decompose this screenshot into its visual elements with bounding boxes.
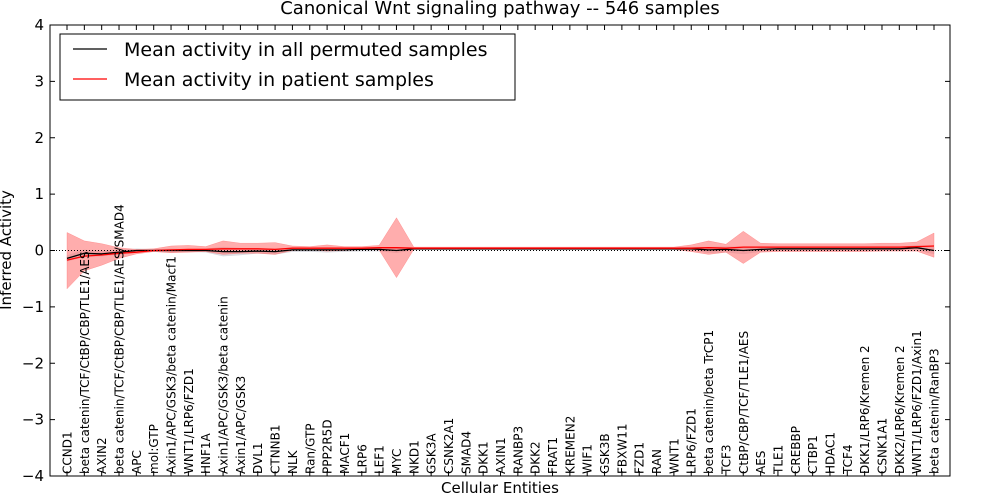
x-tick-label: Axin1/APC/GSK3/beta catenin/Macf1 xyxy=(165,256,179,474)
y-tick-label: −1 xyxy=(22,298,44,316)
x-tick-label: beta catenin/TCF/CtBP/CBP/TLE1/AES/SMAD4 xyxy=(113,204,127,474)
x-tick-label: Axin1/APC/GSK3 xyxy=(234,376,248,474)
x-tick-label: Axin1/APC/GSK3/beta catenin xyxy=(217,296,231,474)
x-axis-title: Cellular Entities xyxy=(441,479,559,497)
y-axis-title: Inferred Activity xyxy=(0,190,15,310)
y-tick-label: −4 xyxy=(22,467,44,485)
x-tick-label: LRP6 xyxy=(355,444,369,474)
x-tick-label: CSNK2A1 xyxy=(442,418,456,474)
x-tick-label: APC xyxy=(130,450,144,474)
x-tick-label: AXIN2 xyxy=(95,437,109,474)
x-tick-label: DKK1 xyxy=(477,441,491,474)
y-tick-label: −2 xyxy=(22,354,44,372)
band-patient xyxy=(66,217,935,290)
x-tick-label: Ran/GTP xyxy=(303,423,317,474)
plot-frame xyxy=(49,24,951,477)
x-tick-label: WNT1/LRP6/FZD1 xyxy=(182,368,196,474)
x-tick-label: TCF4 xyxy=(841,444,855,475)
y-tick-label: 1 xyxy=(34,185,44,203)
x-tick-label: NKD1 xyxy=(407,440,421,474)
x-tick-label: RAN xyxy=(650,449,664,474)
x-tick-label: DVL1 xyxy=(251,442,265,474)
x-tick-label: FZD1 xyxy=(633,442,647,474)
x-tick-label: HDAC1 xyxy=(824,432,838,474)
x-tick-label: PPP2R5D xyxy=(321,419,335,474)
x-tick-label: GSK3A xyxy=(425,433,439,474)
x-tick-label: CCND1 xyxy=(61,431,75,474)
confidence-bands xyxy=(66,217,935,290)
x-tick-label: MYC xyxy=(390,449,404,474)
x-tick-label: DKK1/LRP6/Kremen 2 xyxy=(858,345,872,474)
legend-box xyxy=(59,33,516,101)
x-tick-label: mol:GTP xyxy=(147,424,161,474)
x-tick-label: TLE1 xyxy=(771,445,785,475)
x-tick-label: DKK2 xyxy=(529,441,543,474)
y-tick-label: 0 xyxy=(34,242,44,260)
x-tick-label: beta catenin/RanBP3 xyxy=(928,348,942,474)
y-tick-label: −3 xyxy=(22,411,44,429)
legend-label-permuted: Mean activity in all permuted samples xyxy=(124,39,487,61)
x-tick-label: CTBP1 xyxy=(806,435,820,474)
y-tick-label: 4 xyxy=(34,16,44,34)
y-tick-label: 3 xyxy=(34,72,44,90)
x-tick-label: AES xyxy=(754,451,768,474)
x-axis: CCND1 beta catenin/TCF/CtBP/CBP/TLE1/AES A… xyxy=(61,25,942,476)
x-tick-label: LRP6/FZD1 xyxy=(685,408,699,474)
x-tick-label: LEF1 xyxy=(373,445,387,474)
x-tick-label: AXIN1 xyxy=(494,437,508,474)
x-tick-label: CSNK1A1 xyxy=(876,418,890,474)
x-tick-label: beta catenin/TCF/CtBP/CBP/TLE1/AES xyxy=(78,251,92,474)
x-tick-label: NLK xyxy=(286,449,300,474)
x-tick-label: KREMEN2 xyxy=(563,416,577,474)
x-tick-label: CtBP/CBP/TCF/TLE1/AES xyxy=(737,331,751,474)
x-tick-label: RANBP3 xyxy=(511,426,525,474)
legend: Mean activity in all permuted samples Me… xyxy=(59,33,516,101)
x-tick-label: SMAD4 xyxy=(459,431,473,474)
x-tick-label: TCF3 xyxy=(719,444,733,475)
x-tick-label: FRAT1 xyxy=(546,437,560,474)
y-tick-label: 2 xyxy=(34,129,44,147)
series-lines xyxy=(66,245,935,261)
x-tick-label: WIF1 xyxy=(581,444,595,474)
y-axis: −4 −3 −2 −1 0 1 2 3 4 xyxy=(22,16,950,485)
x-tick-label: HNF1A xyxy=(199,432,213,474)
x-tick-label: FBXW11 xyxy=(615,424,629,475)
x-tick-label: CTNNB1 xyxy=(269,424,283,474)
x-tick-label: WNT1 xyxy=(667,438,681,474)
x-tick-label: WNT1/LRP6/FZD1/Axin1 xyxy=(910,330,924,474)
chart-title: Canonical Wnt signaling pathway -- 546 s… xyxy=(280,0,720,19)
x-tick-label: MACF1 xyxy=(338,433,352,474)
x-tick-label: CREBBP xyxy=(789,426,803,474)
x-tick-label: DKK2/LRP6/Kremen 2 xyxy=(893,345,907,474)
line-patient xyxy=(66,245,935,261)
x-tick-label: beta catenin/beta TrCP1 xyxy=(702,330,716,474)
legend-label-patient: Mean activity in patient samples xyxy=(124,69,434,91)
x-tick-label: GSK3B xyxy=(598,433,612,474)
